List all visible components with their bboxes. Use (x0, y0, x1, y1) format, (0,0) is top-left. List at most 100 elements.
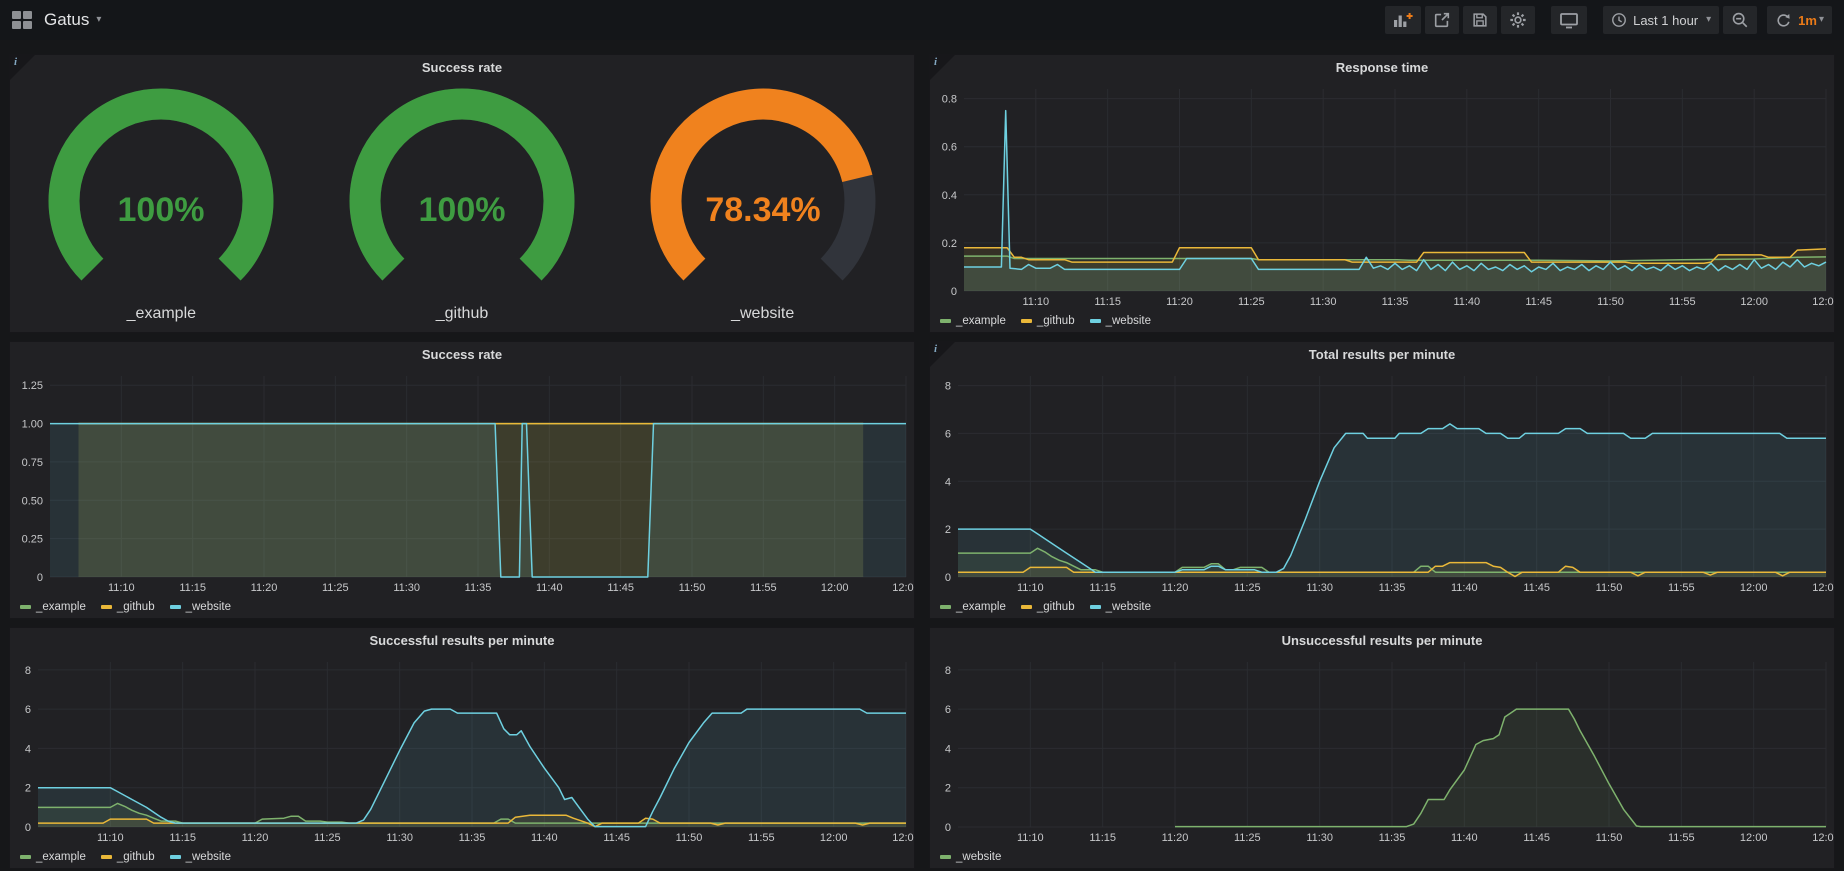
x-tick-label: 12:00 (1740, 296, 1768, 308)
dashboard-title-menu[interactable]: Gatus ▾ (12, 10, 101, 30)
gear-icon (1509, 11, 1527, 29)
x-tick-label: 11:15 (179, 582, 206, 594)
x-tick-label: 11:25 (322, 582, 349, 594)
panel-total-results: i Total results per minute 11:1011:1511:… (929, 341, 1835, 619)
gauge-label: _website (731, 305, 794, 323)
refresh-interval-label[interactable]: 1m (1798, 13, 1817, 28)
legend-item-_example[interactable]: _example (20, 601, 86, 613)
legend-item-_example[interactable]: _example (940, 315, 1006, 327)
panel-title[interactable]: Success rate (10, 55, 914, 80)
legend-item-_website[interactable]: _website (170, 851, 231, 863)
navbar: Gatus ▾ (0, 0, 1844, 40)
legend-label: _website (1106, 601, 1151, 613)
y-tick-label: 6 (945, 704, 951, 716)
dashboard-title[interactable]: Gatus (44, 10, 89, 30)
x-tick-label: 11:25 (1234, 582, 1261, 594)
chart-canvas[interactable]: 11:1011:1511:2011:2511:3011:3511:4011:45… (930, 653, 1834, 845)
legend-item-_website[interactable]: _website (940, 851, 1001, 863)
chart-canvas[interactable]: 11:1011:1511:2011:2511:3011:3511:4011:45… (930, 367, 1834, 595)
gauge-label: _example (127, 305, 196, 323)
panel-title[interactable]: Response time (930, 55, 1834, 80)
legend-label: _github (1037, 315, 1075, 327)
legend-marker (940, 605, 951, 609)
x-tick-label: 11:15 (1089, 832, 1116, 844)
legend-item-_example[interactable]: _example (20, 851, 86, 863)
y-tick-label: 0.8 (942, 94, 957, 106)
share-button[interactable] (1425, 6, 1459, 34)
x-tick-label: 11:55 (748, 832, 775, 844)
x-tick-label: 11:55 (1668, 832, 1695, 844)
legend-item-_github[interactable]: _github (1021, 601, 1075, 613)
gauge-arc: 100% (11, 80, 311, 304)
time-range-picker[interactable]: Last 1 hour ▾ (1603, 6, 1719, 34)
x-tick-label: 11:20 (1162, 832, 1189, 844)
x-tick-label: 11:45 (1523, 832, 1550, 844)
panel-title[interactable]: Unsuccessful results per minute (930, 628, 1834, 653)
gauge-label: _github (436, 305, 489, 323)
chart-canvas[interactable]: 11:1011:1511:2011:2511:3011:3511:4011:45… (930, 80, 1834, 309)
chart-canvas[interactable]: 11:1011:1511:2011:2511:3011:3511:4011:45… (10, 653, 914, 845)
share-icon (1433, 11, 1451, 29)
x-tick-label: 11:20 (242, 832, 269, 844)
x-tick-label: 11:50 (1596, 582, 1623, 594)
y-tick-label: 0 (951, 286, 957, 298)
y-tick-label: 6 (25, 704, 31, 716)
panel-title[interactable]: Successful results per minute (10, 628, 914, 653)
legend-item-_website[interactable]: _website (1090, 601, 1151, 613)
panel-title[interactable]: Total results per minute (930, 342, 1834, 367)
legend-label: _example (36, 851, 86, 863)
legend-item-_github[interactable]: _github (1021, 315, 1075, 327)
gauge-value: 78.34% (705, 191, 820, 229)
panel-response-time: i Response time 11:1011:1511:2011:2511:3… (929, 54, 1835, 333)
legend-marker (101, 855, 112, 859)
x-tick-label: 11:40 (531, 832, 558, 844)
chart-area[interactable]: 11:1011:1511:2011:2511:3011:3511:4011:45… (10, 367, 914, 595)
legend-item-_website[interactable]: _website (170, 601, 231, 613)
y-tick-label: 1.00 (22, 419, 43, 431)
settings-button[interactable] (1501, 6, 1535, 34)
x-tick-label: 11:30 (386, 832, 413, 844)
x-tick-label: 11:35 (459, 832, 486, 844)
refresh-icon (1775, 12, 1792, 29)
x-tick-label: 11:35 (1379, 832, 1406, 844)
y-tick-label: 0.2 (942, 238, 957, 250)
dashboard-grid: i Success rate 100%_example100%_github78… (0, 40, 1844, 869)
chart-area[interactable]: 11:1011:1511:2011:2511:3011:3511:4011:45… (930, 653, 1834, 845)
x-tick-label: 11:50 (676, 832, 703, 844)
x-tick-label: 11:15 (1089, 582, 1116, 594)
x-tick-label: 11:40 (1451, 832, 1478, 844)
legend-item-_github[interactable]: _github (101, 601, 155, 613)
legend-marker (170, 855, 181, 859)
panel-success-rate-gauges: i Success rate 100%_example 100%_github 78… (9, 54, 915, 333)
chevron-down-icon: ▾ (1706, 15, 1711, 25)
y-tick-label: 0 (25, 822, 31, 834)
tv-mode-button[interactable] (1551, 6, 1587, 34)
legend-label: _example (36, 601, 86, 613)
x-tick-label: 11:55 (750, 582, 777, 594)
panel-title[interactable]: Success rate (10, 342, 914, 367)
panel-info-icon[interactable]: i (930, 342, 955, 367)
panel-info-icon[interactable]: i (10, 55, 35, 80)
chart-legend: _example _github _website (10, 595, 914, 618)
add-panel-button[interactable] (1385, 6, 1421, 34)
legend-item-_github[interactable]: _github (101, 851, 155, 863)
legend-item-_example[interactable]: _example (940, 601, 1006, 613)
refresh-button[interactable]: 1m ▾ (1767, 6, 1832, 34)
chart-area[interactable]: 11:1011:1511:2011:2511:3011:3511:4011:45… (930, 367, 1834, 595)
chart-area[interactable]: 11:1011:1511:2011:2511:3011:3511:4011:45… (930, 80, 1834, 309)
legend-marker (1090, 319, 1101, 323)
save-button[interactable] (1463, 6, 1497, 34)
panel-info-icon[interactable]: i (930, 55, 955, 80)
legend-label: _website (186, 851, 231, 863)
x-tick-label: 12:05 (1812, 296, 1834, 308)
x-tick-label: 12:05 (1812, 832, 1834, 844)
y-tick-label: 6 (945, 428, 951, 440)
grafana-logo-icon[interactable] (12, 11, 33, 29)
chart-canvas[interactable]: 11:1011:1511:2011:2511:3011:3511:4011:45… (10, 367, 914, 595)
x-tick-label: 12:00 (821, 582, 849, 594)
legend-item-_website[interactable]: _website (1090, 315, 1151, 327)
gauge-_github: 100%_github (312, 80, 613, 323)
zoom-out-button[interactable] (1723, 6, 1757, 34)
x-tick-label: 11:25 (1238, 296, 1265, 308)
chart-area[interactable]: 11:1011:1511:2011:2511:3011:3511:4011:45… (10, 653, 914, 845)
